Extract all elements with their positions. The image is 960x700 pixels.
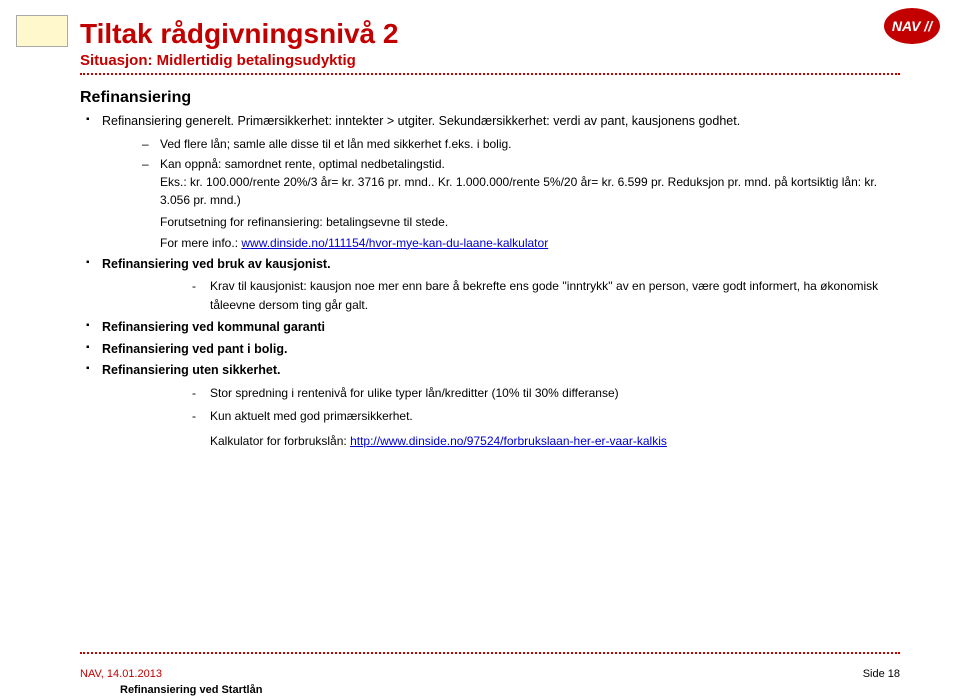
sub-1-2: Kan oppnå: samordnet rente, optimal nedb… xyxy=(142,155,900,209)
bullet-item-2: Refinansiering ved bruk av kausjonist. K… xyxy=(80,256,900,316)
bullet-item-4: Refinansiering ved pant i bolig. xyxy=(80,341,900,359)
divider-top xyxy=(80,73,900,75)
sub-1-1: Ved flere lån; samle alle disse til et l… xyxy=(142,135,900,153)
sub-5-1: Stor spredning i rentenivå for ulike typ… xyxy=(192,384,900,403)
sub-5-kalk: Kalkulator for forbrukslån: http://www.d… xyxy=(210,432,900,451)
sub-1-2-example: Eks.: kr. 100.000/rente 20%/3 år= kr. 37… xyxy=(160,175,877,207)
footer-cutoff-text: Refinansiering ved Startlån xyxy=(120,684,262,696)
sub-list-5: Stor spredning i rentenivå for ulike typ… xyxy=(192,384,900,452)
sub-1-4: For mere info.: www.dinside.no/111154/hv… xyxy=(160,234,900,252)
sub-1-4-prefix: For mere info.: xyxy=(160,236,241,250)
nav-logo: NAV // xyxy=(884,8,940,44)
bullet-3-text: Refinansiering ved kommunal garanti xyxy=(102,320,325,334)
section-heading: Refinansiering xyxy=(80,89,900,107)
bullet-2-text: Refinansiering ved bruk av kausjonist. xyxy=(102,257,331,271)
nav-logo-text: NAV // xyxy=(884,8,940,44)
bullet-list: Refinansiering generelt. Primærsikkerhet… xyxy=(80,113,900,451)
annotation-box xyxy=(16,15,68,47)
sub-5-2: Kun aktuelt med god primærsikkerhet. Kal… xyxy=(192,407,900,451)
link-kalkulator-1[interactable]: www.dinside.no/111154/hvor-mye-kan-du-la… xyxy=(241,236,548,250)
sub-1-3: Forutsetning for refinansiering: betalin… xyxy=(160,213,900,231)
bullet-item-3: Refinansiering ved kommunal garanti xyxy=(80,319,900,337)
footer-page: Side 18 xyxy=(863,668,900,680)
sub-2-1: Krav til kausjonist: kausjon noe mer enn… xyxy=(192,277,900,315)
sub-5-2-text: Kun aktuelt med god primærsikkerhet. xyxy=(210,409,413,423)
divider-bottom xyxy=(80,652,900,654)
sub-5-kalk-text: Kalkulator for forbrukslån: xyxy=(210,434,350,448)
bullet-item-1: Refinansiering generelt. Primærsikkerhet… xyxy=(80,113,900,252)
slide-footer: NAV, 14.01.2013 Side 18 xyxy=(80,668,900,680)
slide-content: Tiltak rådgivningsnivå 2 Situasjon: Midl… xyxy=(0,0,960,451)
bullet-1-text: Refinansiering generelt. Primærsikkerhet… xyxy=(102,114,740,128)
bullet-4-text: Refinansiering ved pant i bolig. xyxy=(102,342,287,356)
bullet-item-5: Refinansiering uten sikkerhet. Stor spre… xyxy=(80,362,900,451)
sub-1-2-text: Kan oppnå: samordnet rente, optimal nedb… xyxy=(160,157,445,171)
footer-date: NAV, 14.01.2013 xyxy=(80,668,162,680)
bullet-5-text: Refinansiering uten sikkerhet. xyxy=(102,363,281,377)
slide-title: Tiltak rådgivningsnivå 2 xyxy=(80,18,900,50)
sub-list-1: Ved flere lån; samle alle disse til et l… xyxy=(142,135,900,209)
link-kalkulator-2[interactable]: http://www.dinside.no/97524/forbrukslaan… xyxy=(350,434,667,448)
sub-list-2: Krav til kausjonist: kausjon noe mer enn… xyxy=(192,277,900,315)
slide-subtitle: Situasjon: Midlertidig betalingsudyktig xyxy=(80,52,900,69)
